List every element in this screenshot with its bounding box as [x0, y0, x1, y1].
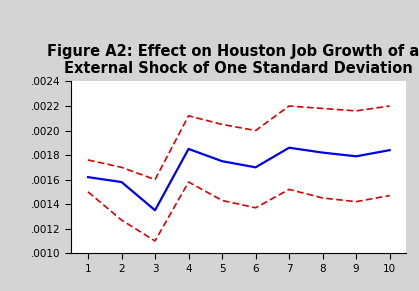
Title: Figure A2: Effect on Houston Job Growth of an
External Shock of One Standard Dev: Figure A2: Effect on Houston Job Growth …	[47, 44, 419, 76]
